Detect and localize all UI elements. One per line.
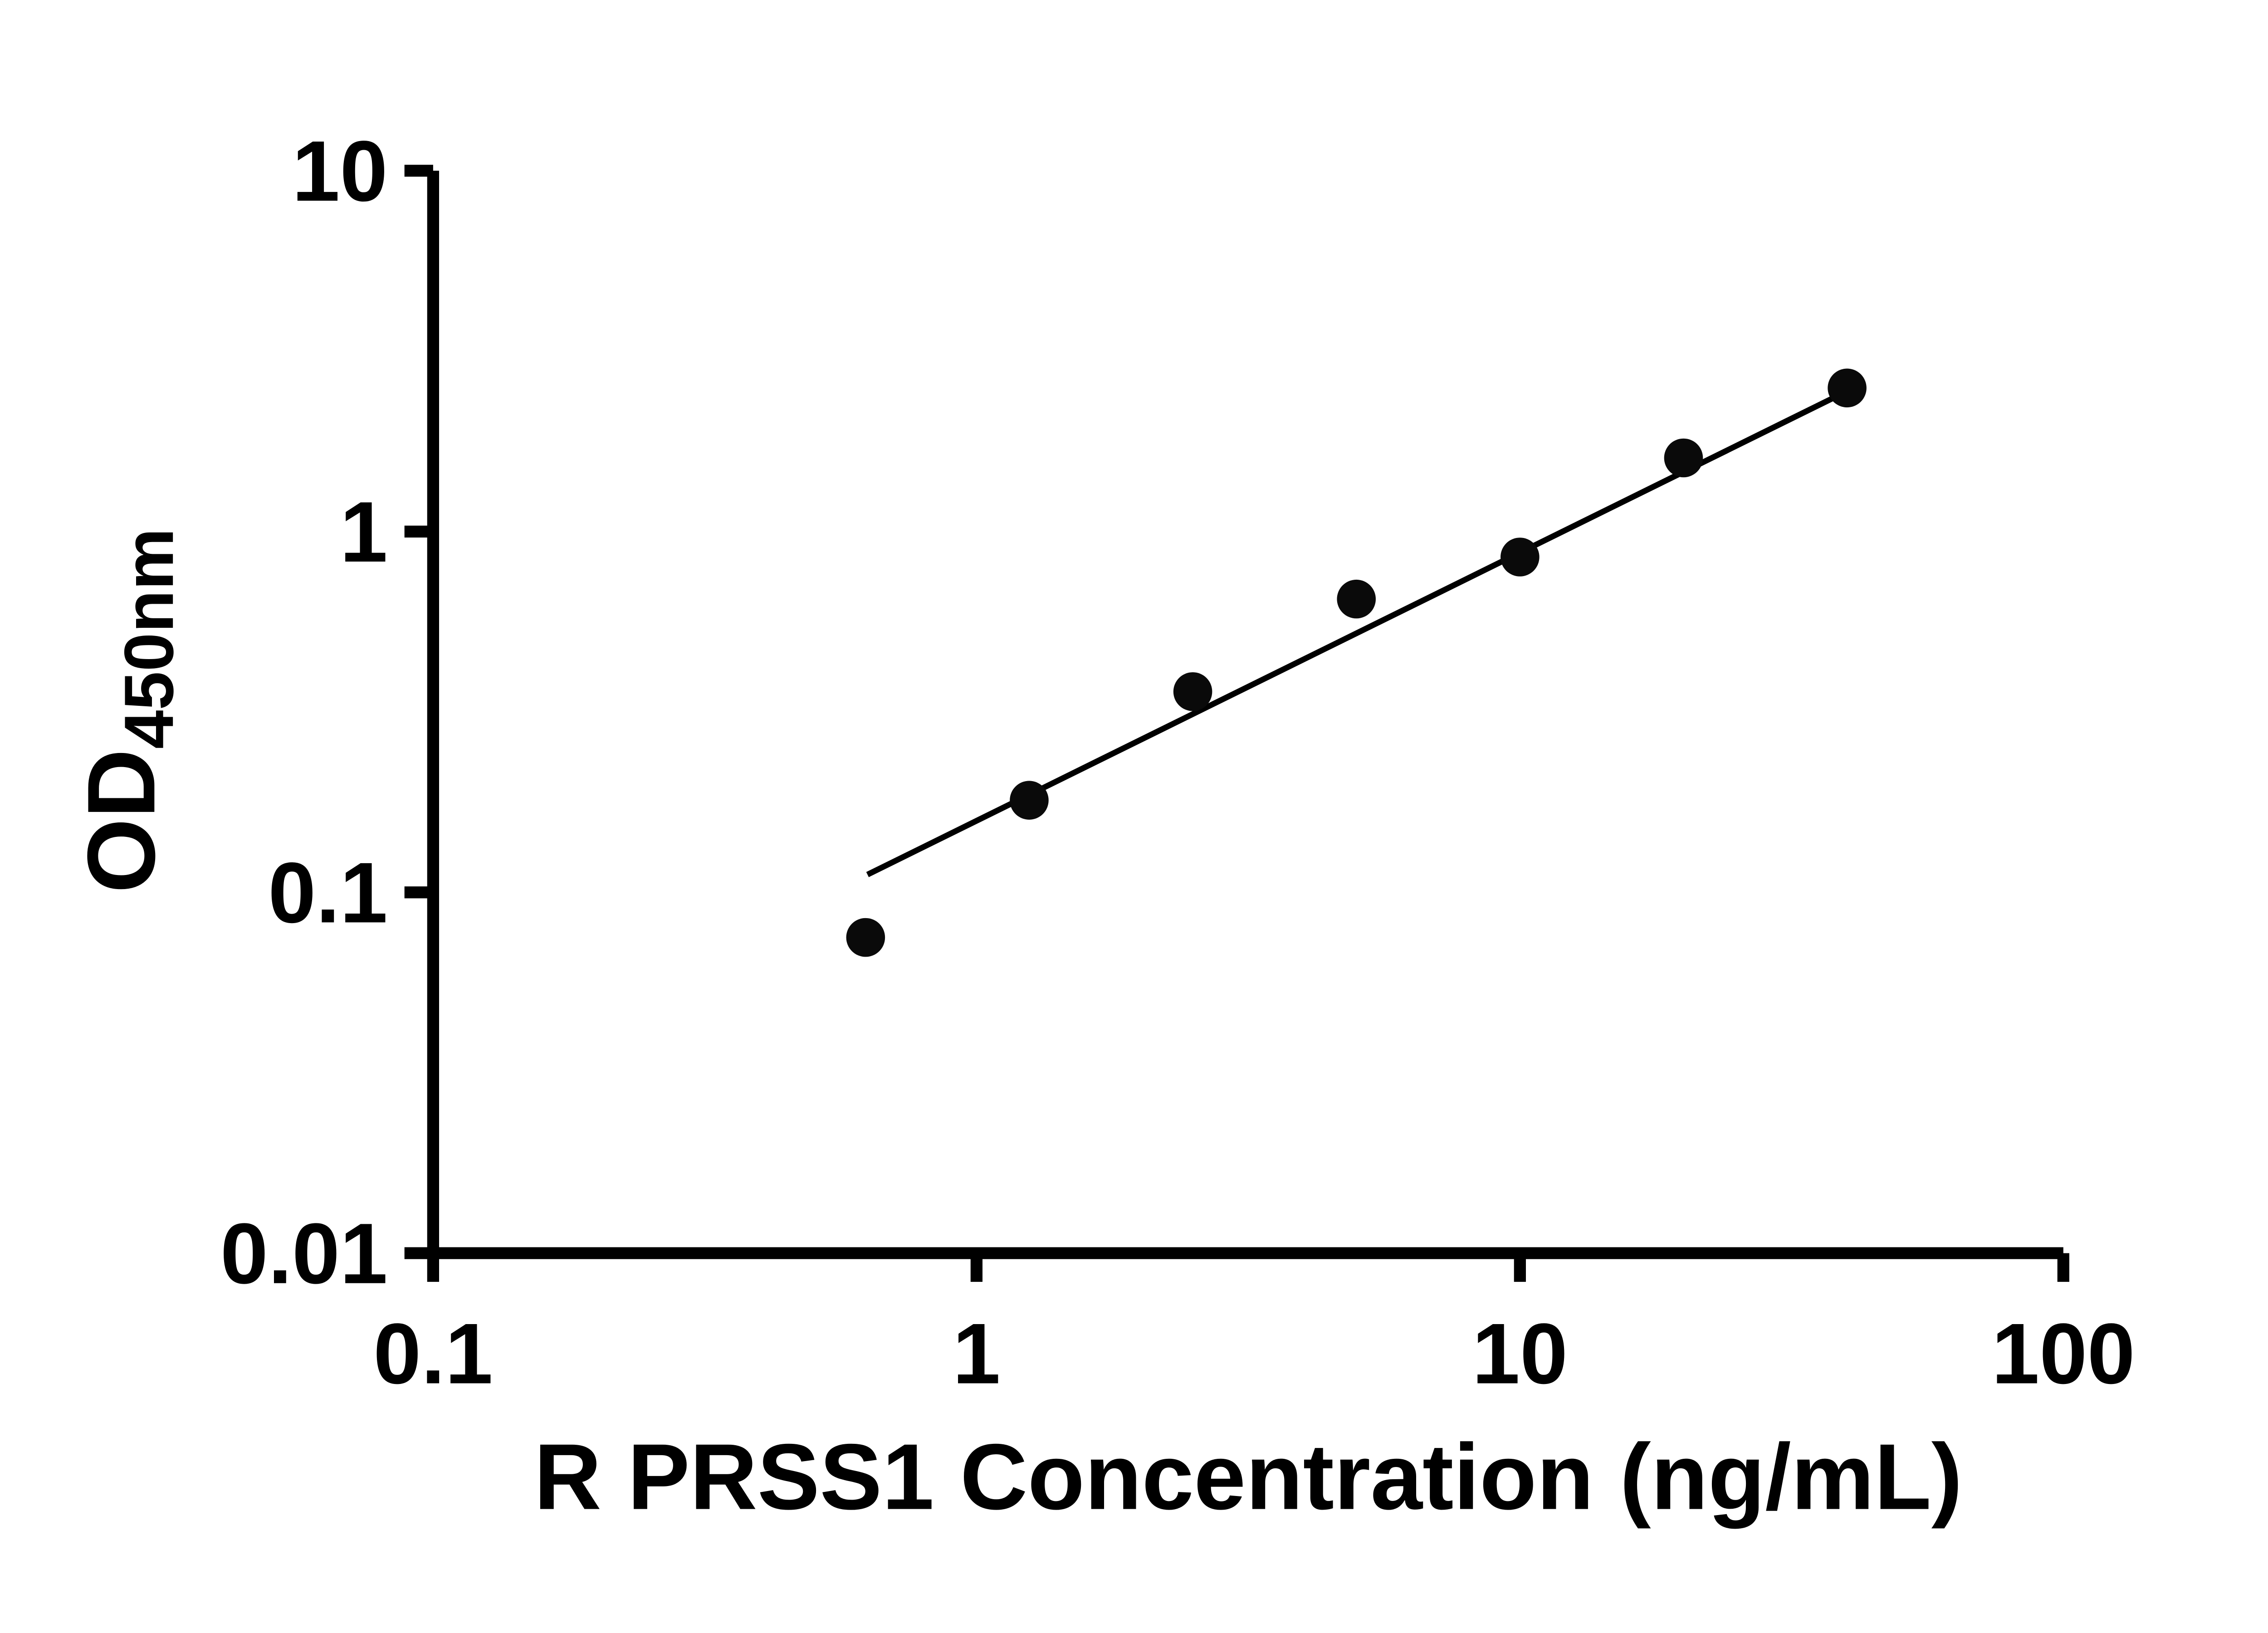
y-tick-label: 10 — [292, 123, 388, 220]
y-axis-title: OD450nm — [67, 528, 188, 893]
x-tick-label: 100 — [1992, 1306, 2135, 1402]
x-axis-title: R PRSS1 Concentration (ng/mL) — [534, 1424, 1962, 1529]
data-point — [846, 918, 885, 957]
data-point — [1010, 781, 1049, 820]
y-tick-label: 1 — [340, 484, 387, 580]
x-tick-label: 0.1 — [373, 1306, 493, 1402]
data-point — [1828, 368, 1867, 408]
x-tick-label: 10 — [1472, 1306, 1568, 1402]
x-tick-label: 1 — [953, 1306, 1000, 1402]
y-tick-label: 0.1 — [268, 845, 388, 941]
y-axis-title-main: OD — [67, 749, 175, 893]
axis-lines — [427, 171, 2063, 1259]
data-point — [1173, 672, 1212, 711]
data-layer — [846, 368, 1867, 957]
y-axis-title-subscript: 450nm — [110, 528, 188, 749]
data-point — [1664, 438, 1703, 478]
y-tick-label: 0.01 — [220, 1206, 388, 1302]
data-point — [1501, 538, 1540, 577]
data-point — [1337, 579, 1376, 619]
